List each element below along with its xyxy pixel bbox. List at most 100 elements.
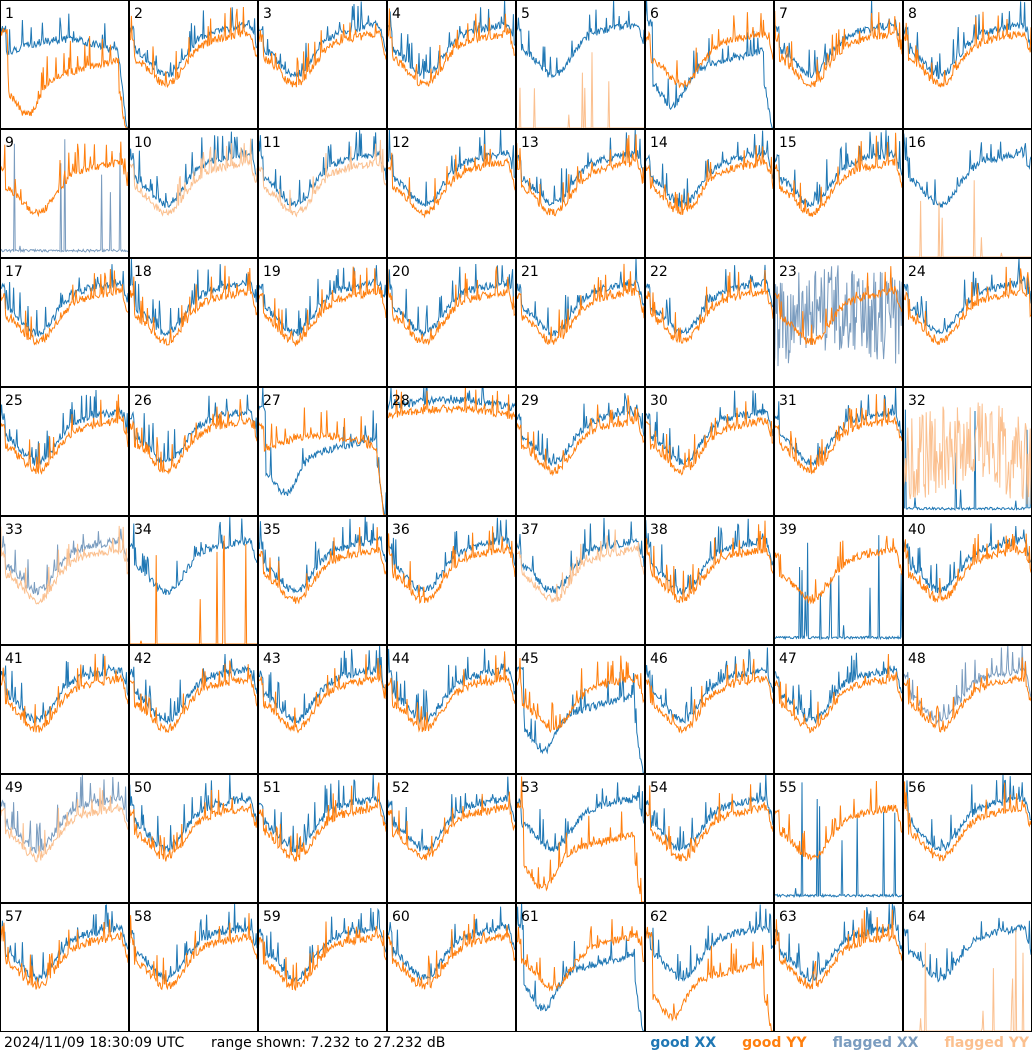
panel-number-label: 43 <box>263 651 281 667</box>
xx-series-line <box>903 133 1031 208</box>
panel-number-label: 37 <box>521 522 539 538</box>
antenna-panel-51: 51 <box>258 774 387 903</box>
yy-series-line <box>903 781 1031 862</box>
panel-number-label: 62 <box>650 909 668 925</box>
panel-number-label: 57 <box>5 909 23 925</box>
antenna-panel-2: 2 <box>129 0 258 129</box>
antenna-panel-13: 13 <box>516 129 645 258</box>
yy-series-line <box>645 401 773 476</box>
antenna-panel-16: 16 <box>903 129 1032 258</box>
antenna-panel-31: 31 <box>774 387 903 516</box>
xx-series-line <box>903 774 1031 852</box>
antenna-panel-63: 63 <box>774 903 903 1032</box>
panel-number-label: 59 <box>263 909 281 925</box>
yy-series-line <box>387 143 515 219</box>
antenna-panel-25: 25 <box>0 387 129 516</box>
xx-series-line <box>129 903 257 982</box>
antenna-panel-39: 39 <box>774 516 903 645</box>
panel-frame <box>258 0 387 129</box>
panel-frame <box>903 0 1032 129</box>
antenna-panel-46: 46 <box>645 645 774 774</box>
yy-series-line <box>774 535 902 605</box>
xx-series-line <box>258 774 386 853</box>
legend: good XX good YY flagged XX flagged YY <box>624 1034 1029 1053</box>
panel-frame <box>0 774 129 903</box>
yy-series-line <box>0 394 128 475</box>
xx-series-line <box>129 517 257 596</box>
yy-series-line <box>129 138 257 217</box>
xx-series-line <box>516 903 644 1031</box>
panel-frame <box>516 258 645 387</box>
yy-series-line <box>903 11 1031 88</box>
panel-frame <box>387 0 516 129</box>
antenna-panel-57: 57 <box>0 903 129 1032</box>
panel-frame <box>129 0 258 129</box>
yy-series-line <box>258 527 386 605</box>
xx-series-line <box>129 131 257 208</box>
yy-series-line <box>129 660 257 734</box>
yy-series-line <box>645 926 773 1031</box>
antenna-panel-33: 33 <box>0 516 129 645</box>
antenna-panel-11: 11 <box>258 129 387 258</box>
panel-number-label: 60 <box>392 909 410 925</box>
xx-series-line <box>516 782 644 852</box>
panel-number-label: 22 <box>650 264 668 280</box>
antenna-panel-34: 34 <box>129 516 258 645</box>
antenna-panel-62: 62 <box>645 903 774 1032</box>
panel-number-label: 21 <box>521 264 539 280</box>
antenna-panel-52: 52 <box>387 774 516 903</box>
panel-number-label: 13 <box>521 135 539 151</box>
panel-frame <box>129 258 258 387</box>
panel-number-label: 51 <box>263 780 281 796</box>
panel-number-label: 14 <box>650 135 668 151</box>
yy-series-line <box>129 399 257 475</box>
antenna-panel-5: 5 <box>516 0 645 129</box>
panel-number-label: 35 <box>263 522 281 538</box>
yy-series-line <box>645 658 773 734</box>
antenna-panel-10: 10 <box>129 129 258 258</box>
panel-frame <box>903 645 1032 774</box>
panel-number-label: 39 <box>779 522 797 538</box>
yy-series-line <box>129 913 257 991</box>
yy-series-line <box>774 653 902 734</box>
panel-number-label: 12 <box>392 135 410 151</box>
yy-series-line <box>516 919 644 992</box>
antenna-panel-21: 21 <box>516 258 645 387</box>
yy-series-line <box>129 265 257 346</box>
yy-series-line <box>258 654 386 734</box>
panel-frame <box>0 645 129 774</box>
panel-frame <box>903 129 1032 258</box>
yy-series-line <box>387 8 515 87</box>
antenna-panel-58: 58 <box>129 903 258 1032</box>
panel-frame <box>774 129 903 258</box>
xx-series-line <box>387 263 515 338</box>
panel-frame <box>0 387 129 516</box>
xx-series-line <box>645 647 773 724</box>
panel-frame <box>903 516 1032 645</box>
antenna-panel-30: 30 <box>645 387 774 516</box>
panel-number-label: 58 <box>134 909 152 925</box>
xx-series-line <box>774 782 902 899</box>
panel-number-label: 52 <box>392 780 410 796</box>
antenna-panel-17: 17 <box>0 258 129 387</box>
yy-series-line <box>0 525 128 605</box>
antenna-panel-64: 64 <box>903 903 1032 1032</box>
yy-series-line <box>387 266 515 346</box>
xx-series-line <box>645 130 773 208</box>
panel-frame <box>0 129 129 258</box>
panel-frame <box>258 516 387 645</box>
antenna-panel-3: 3 <box>258 0 387 129</box>
legend-flagged-xx: flagged XX <box>832 1035 919 1051</box>
panel-frame <box>516 903 645 1032</box>
panel-frame <box>645 774 774 903</box>
yy-series-line <box>0 28 128 128</box>
yy-series-line <box>516 655 644 734</box>
panel-frame <box>129 645 258 774</box>
yy-series-line <box>387 526 515 604</box>
panel-number-label: 28 <box>392 393 410 409</box>
legend-flagged-yy: flagged YY <box>944 1035 1029 1051</box>
panel-frame <box>258 903 387 1032</box>
antenna-panel-19: 19 <box>258 258 387 387</box>
panel-frame <box>387 387 516 516</box>
panel-number-label: 36 <box>392 522 410 538</box>
